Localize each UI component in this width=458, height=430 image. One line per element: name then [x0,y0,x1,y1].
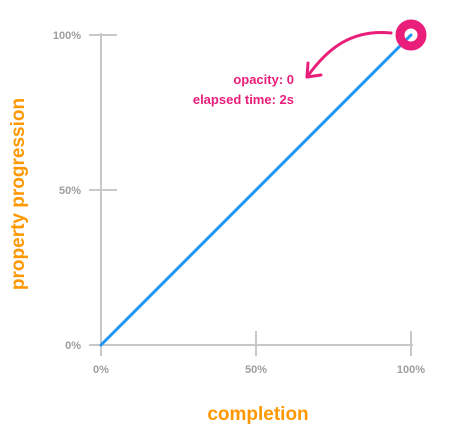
series-layer [99,33,413,347]
annotation-text: elapsed time: 2s [193,92,294,107]
y-tick-label: 100% [53,30,81,42]
y-axis-title: property progression [8,98,29,290]
annotation-arrow [305,30,393,79]
series-line [99,33,413,347]
x-tick-label: 50% [245,364,267,376]
y-tick-label: 50% [59,185,81,197]
annotation-arrowhead [305,61,323,79]
x-axis-title: completion [207,404,308,425]
annotation-layer: opacity: 0 elapsed time: 2s [193,19,427,107]
progress-marker [395,19,427,51]
x-tick-label: 0% [93,364,109,376]
ticks: 0% 50% 100% 0% 50% 100% [53,30,425,376]
y-tick-label: 0% [65,340,81,352]
annotation-text: opacity: 0 [233,72,294,87]
x-tick-label: 100% [397,364,425,376]
